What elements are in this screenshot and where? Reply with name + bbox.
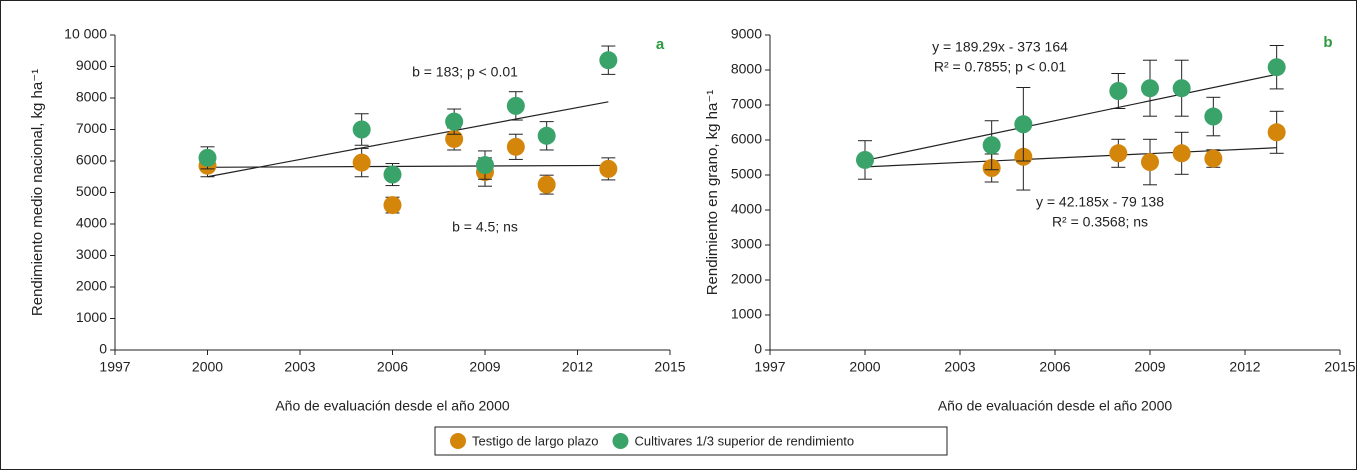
point: [1267, 58, 1286, 77]
y-axis-label: Rendimiento en grano, kg ha⁻¹: [704, 90, 721, 296]
x-tick-label: 1997: [99, 359, 130, 375]
annotation: y = 42.185x - 79 138: [1036, 194, 1164, 210]
y-tick-label: 6000: [731, 131, 762, 147]
x-tick-label: 2012: [1229, 359, 1260, 375]
point: [1267, 123, 1286, 142]
point: [1109, 144, 1128, 163]
point: [352, 120, 371, 139]
point: [383, 196, 402, 215]
point: [476, 156, 494, 175]
point: [537, 126, 556, 145]
y-tick-label: 2000: [76, 278, 107, 294]
y-tick-label: 9000: [76, 57, 107, 73]
y-tick-label: 1000: [76, 309, 107, 325]
y-tick-label: 0: [99, 341, 107, 357]
point: [352, 153, 371, 172]
point: [506, 96, 525, 115]
trend-line: [864, 73, 1277, 162]
legend-box: [434, 426, 948, 456]
y-tick-label: 4000: [731, 201, 762, 217]
y-tick-label: 7000: [731, 96, 762, 112]
point: [1172, 79, 1191, 98]
point: [1109, 82, 1128, 100]
trend-line: [864, 147, 1277, 168]
x-tick-label: 2000: [192, 359, 223, 375]
annotation: y = 189.29x - 373 164: [932, 39, 1068, 55]
annotation: b = 183; p < 0.01: [412, 64, 518, 80]
point: [1172, 144, 1191, 163]
panel-letter: a: [656, 36, 665, 53]
point: [1014, 115, 1033, 134]
point: [1141, 153, 1159, 172]
y-tick-label: 3000: [76, 246, 107, 262]
y-tick-label: 5000: [76, 183, 107, 199]
y-tick-label: 8000: [731, 61, 762, 77]
point: [383, 165, 402, 184]
x-tick-label: 1997: [754, 359, 785, 375]
y-axis-label: Rendimiento medio nacional, kg ha⁻¹: [29, 69, 46, 316]
panel-letter: b: [1323, 34, 1332, 51]
y-tick-label: 8000: [76, 89, 107, 105]
trend-line: [207, 164, 609, 168]
x-tick-label: 2015: [1324, 359, 1355, 375]
y-tick-label: 6000: [76, 152, 107, 168]
point: [1204, 107, 1223, 126]
x-tick-label: 2009: [1134, 359, 1165, 375]
x-tick-label: 2000: [849, 359, 880, 375]
y-tick-label: 5000: [731, 166, 762, 182]
y-tick-label: 3000: [731, 236, 762, 252]
point: [982, 136, 1001, 155]
legend-marker: [612, 433, 629, 449]
x-axis-label: Año de evaluación desde el año 2000: [275, 398, 510, 414]
y-tick-label: 0: [754, 341, 762, 357]
x-tick-label: 2015: [654, 359, 685, 375]
point: [445, 112, 464, 131]
y-tick-label: 9000: [731, 26, 762, 42]
point: [599, 159, 618, 178]
legend-label: Testigo de largo plazo: [472, 433, 598, 448]
x-tick-label: 2006: [377, 359, 408, 375]
annotation: R² = 0.7855; p < 0.01: [934, 59, 1067, 75]
trend-line: [207, 101, 609, 178]
y-tick-label: 2000: [731, 271, 762, 287]
point: [198, 148, 217, 167]
y-tick-label: 10 000: [64, 26, 107, 42]
x-tick-label: 2006: [1039, 359, 1070, 375]
x-tick-label: 2009: [469, 359, 500, 375]
legend-marker: [450, 433, 466, 449]
point: [599, 51, 618, 70]
y-tick-label: 7000: [76, 120, 107, 136]
point: [537, 175, 556, 194]
point: [1204, 149, 1223, 168]
point: [1141, 79, 1159, 98]
x-tick-label: 2012: [562, 359, 593, 375]
legend-label: Cultivares 1/3 superior de rendimiento: [634, 433, 854, 448]
annotation: R² = 0.3568; ns: [1052, 214, 1148, 230]
x-tick-label: 2003: [944, 359, 975, 375]
annotation: b = 4.5; ns: [452, 219, 518, 235]
point: [856, 150, 874, 169]
y-tick-label: 4000: [76, 215, 107, 231]
x-tick-label: 2003: [284, 359, 315, 375]
point: [506, 137, 525, 156]
y-tick-label: 1000: [731, 306, 762, 322]
x-axis-label: Año de evaluación desde el año 2000: [938, 398, 1173, 414]
